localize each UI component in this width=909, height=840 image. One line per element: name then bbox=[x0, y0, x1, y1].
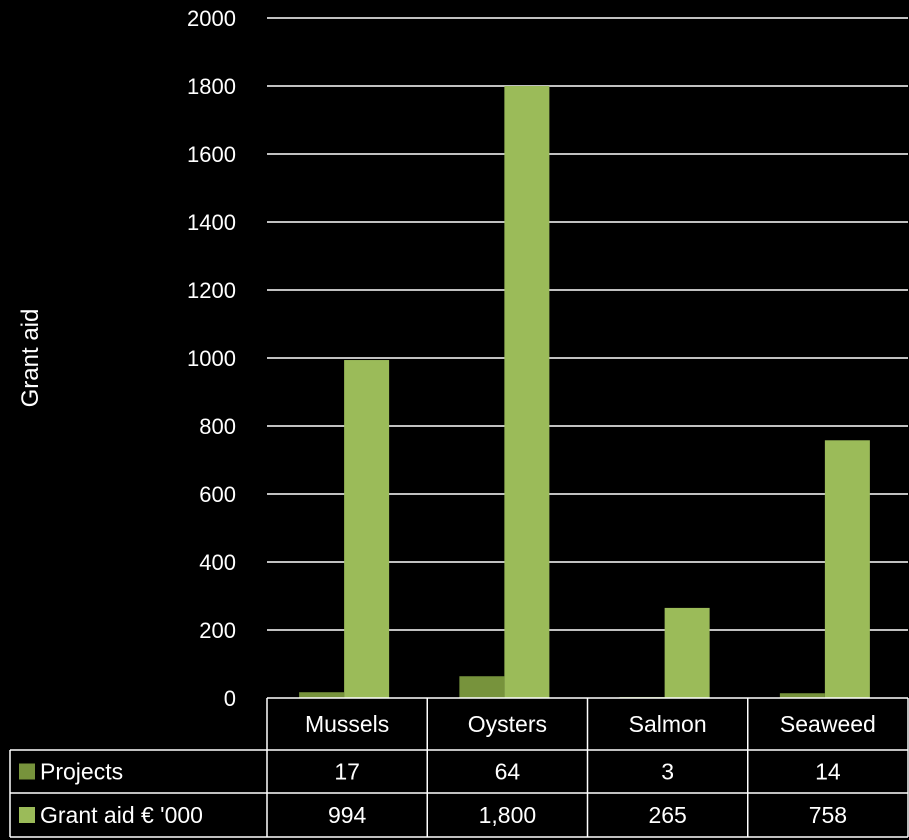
bars bbox=[299, 86, 870, 698]
y-tick-label: 1600 bbox=[187, 142, 236, 167]
y-tick-label: 0 bbox=[224, 686, 236, 711]
data-label: 758 bbox=[809, 802, 847, 828]
bar-salmon-grant-aid bbox=[664, 607, 710, 698]
data-label: 265 bbox=[648, 802, 686, 828]
category-label: Seaweed bbox=[780, 711, 876, 737]
data-label: 64 bbox=[495, 759, 521, 785]
category-label: Mussels bbox=[305, 711, 389, 737]
bar-oysters-projects bbox=[459, 676, 505, 698]
series-name: Projects bbox=[40, 759, 123, 785]
y-tick-label: 1200 bbox=[187, 278, 236, 303]
y-tick-label: 400 bbox=[199, 550, 236, 575]
y-tick-label: 600 bbox=[199, 482, 236, 507]
legend-swatch bbox=[19, 763, 35, 780]
y-tick-label: 800 bbox=[199, 414, 236, 439]
data-label: 3 bbox=[661, 759, 674, 785]
y-tick-label: 200 bbox=[199, 618, 236, 643]
bar-mussels-projects bbox=[299, 692, 345, 698]
series-name: Grant aid € '000 bbox=[40, 802, 203, 828]
y-tick-labels: 0 200 400 600 800 1000 1200 1400 1600 1800 2000 bbox=[187, 6, 236, 711]
data-label: 994 bbox=[328, 802, 367, 828]
bar-seaweed-projects bbox=[779, 693, 825, 698]
data-table: Mussels Oysters Salmon Seaweed Projects 17 64 3… bbox=[9, 697, 909, 838]
y-tick-label: 2000 bbox=[187, 6, 236, 31]
legend-swatch bbox=[19, 807, 35, 823]
y-tick-label: 1000 bbox=[187, 346, 236, 371]
y-tick-label: 1800 bbox=[187, 74, 236, 99]
category-label: Oysters bbox=[468, 711, 547, 737]
bar-mussels-grant-aid bbox=[344, 360, 390, 698]
y-axis-label: Grant aid bbox=[17, 309, 44, 408]
category-label: Salmon bbox=[629, 711, 707, 737]
y-tick-label: 1400 bbox=[187, 210, 236, 235]
bar-seaweed-grant-aid bbox=[824, 440, 870, 698]
data-label: 14 bbox=[815, 759, 841, 785]
bar-oysters-grant-aid bbox=[504, 86, 550, 698]
data-label: 17 bbox=[334, 759, 360, 785]
data-label: 1,800 bbox=[479, 802, 537, 828]
